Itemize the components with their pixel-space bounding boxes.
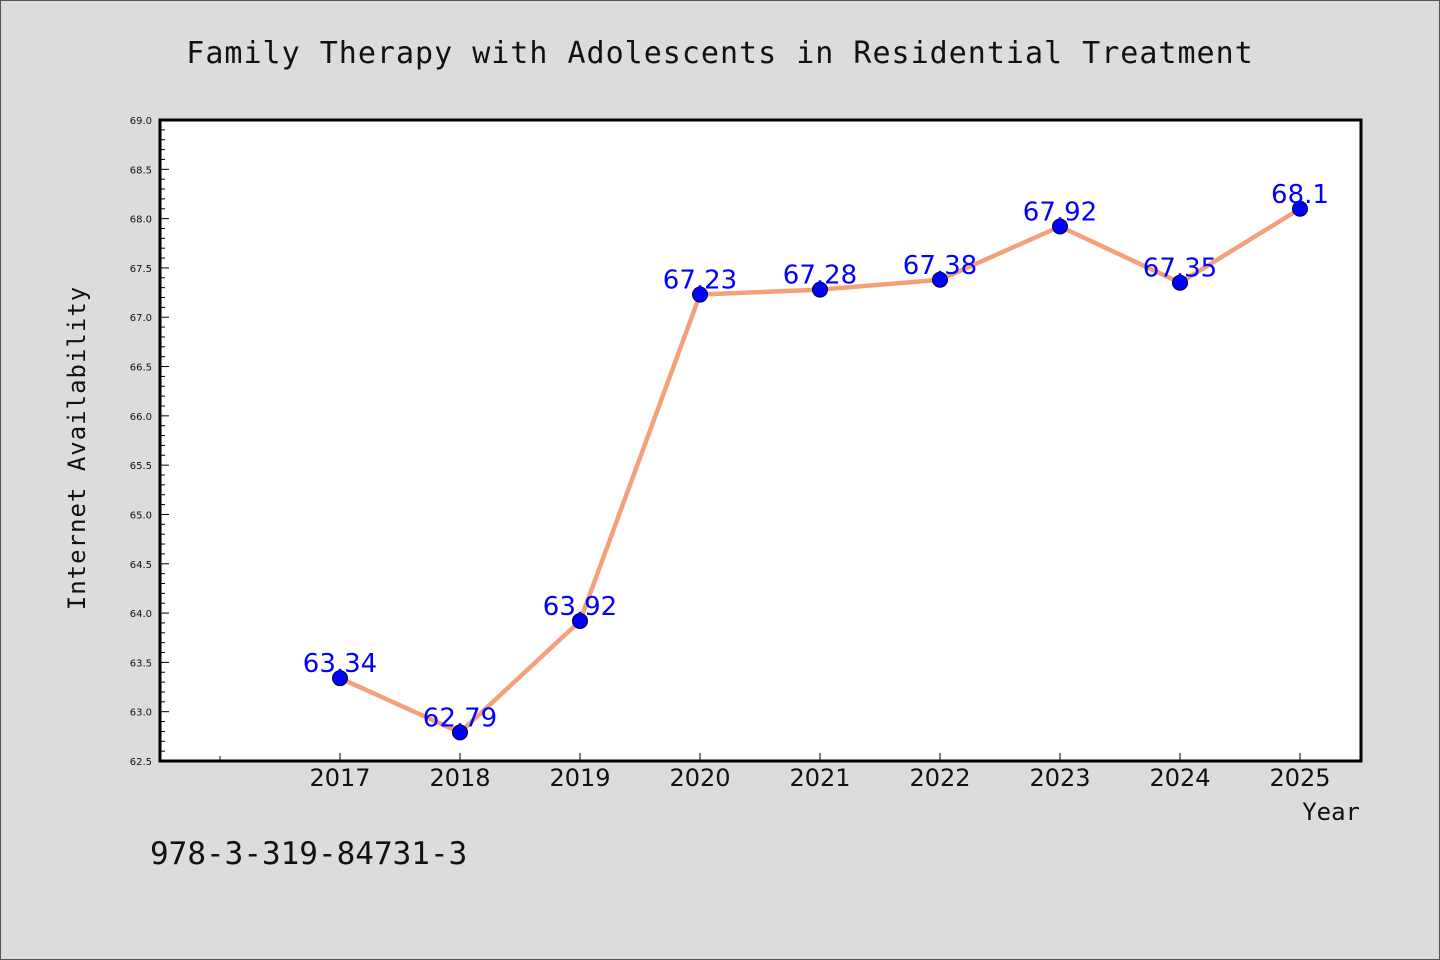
x-axis-label: Year — [1302, 798, 1360, 826]
x-tick-label: 2025 — [1269, 764, 1330, 792]
y-tick-label: 64.5 — [130, 560, 152, 571]
x-tick-label: 2022 — [909, 764, 970, 792]
data-label: 67.23 — [663, 266, 737, 296]
data-point — [1172, 274, 1188, 291]
data-point — [1052, 218, 1068, 235]
data-label: 62.79 — [423, 703, 497, 733]
data-label: 67.38 — [903, 251, 977, 281]
data-point — [692, 286, 708, 303]
plot-area — [158, 118, 1363, 763]
series-line — [332, 200, 1308, 741]
y-axis-label: Internet Availability — [63, 286, 91, 610]
data-point — [332, 670, 348, 687]
y-tick-label: 68.5 — [130, 165, 152, 176]
x-tick-label: 2018 — [429, 764, 490, 792]
data-point — [812, 281, 828, 298]
data-point — [572, 612, 588, 629]
y-tick-label: 63.0 — [130, 708, 152, 719]
data-point — [1292, 200, 1308, 217]
y-tick-label: 66.5 — [130, 363, 152, 374]
data-label: 67.28 — [783, 261, 857, 291]
y-tick-label: 68.0 — [130, 215, 152, 226]
y-tick-label: 64.0 — [130, 609, 152, 620]
chart-title: Family Therapy with Adolescents in Resid… — [186, 36, 1253, 71]
data-labels: 63.34 62.79 63.92 67.23 67.28 67.38 67.92 67.35… — [303, 180, 1329, 734]
y-tick-label: 62.5 — [130, 757, 152, 768]
data-label: 67.92 — [1023, 198, 1097, 228]
y-tick-label: 69.0 — [130, 116, 152, 127]
data-label: 67.35 — [1143, 254, 1217, 284]
data-label: 68.1 — [1271, 180, 1329, 210]
x-tick-label: 2019 — [549, 764, 610, 792]
x-tick-label: 2021 — [789, 764, 850, 792]
y-axis: 62.5 63.0 63.5 64.0 64.5 65.0 65.5 66.0 66.5 67.0… — [130, 116, 169, 768]
y-tick-label: 65.0 — [130, 510, 152, 521]
y-tick-label: 67.5 — [130, 264, 152, 275]
x-tick-label: 2017 — [309, 764, 370, 792]
data-label: 63.34 — [303, 649, 377, 679]
x-axis: 2017 2018 2019 2020 2021 2022 2023 2024 2025 — [219, 753, 1331, 792]
x-tick-label: 2020 — [669, 764, 730, 792]
y-tick-label: 63.5 — [130, 658, 152, 669]
x-tick-label: 2024 — [1149, 764, 1210, 792]
x-tick-label: 2023 — [1029, 764, 1090, 792]
isbn-annotation: 978-3-319-84731-3 — [150, 836, 467, 872]
y-tick-label: 67.0 — [130, 313, 152, 324]
y-tick-label: 65.5 — [130, 461, 152, 472]
data-label: 63.92 — [543, 592, 617, 622]
data-point — [932, 271, 948, 288]
y-tick-label: 66.0 — [130, 412, 152, 423]
data-point — [452, 724, 468, 741]
